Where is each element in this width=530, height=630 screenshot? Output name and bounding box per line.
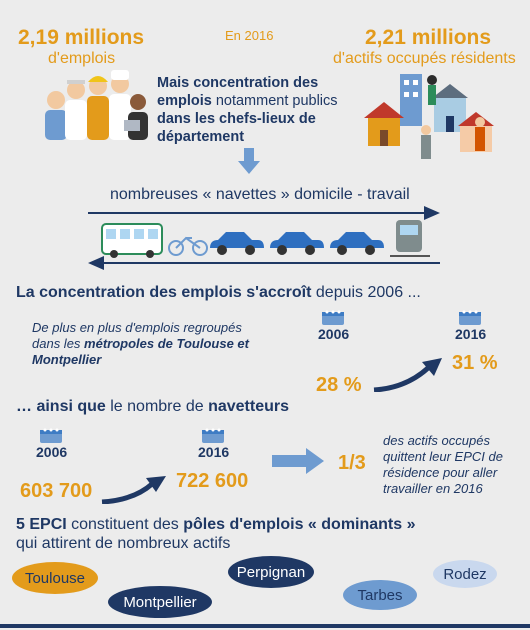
section3-title-line2: qui attirent de nombreux actifs	[16, 535, 231, 552]
residents-label: d'actifs occupés résidents	[333, 50, 516, 67]
section1-desc-bold: métropoles de Toulouse et Montpellier	[32, 336, 249, 367]
trend-arrow-icon	[101, 476, 166, 504]
residents-value: 2,21 millions	[365, 26, 492, 49]
section3-title-bold-1: 5 EPCI	[16, 516, 67, 533]
calendar-icon	[40, 428, 62, 443]
epci-tarbes: Tarbes	[343, 580, 417, 610]
residents-illustration	[364, 74, 494, 159]
houses-icon	[364, 74, 494, 159]
commute-arrow-right-icon	[88, 206, 440, 220]
section1-pct-from: 28 %	[316, 374, 362, 396]
bus-icon	[101, 223, 163, 258]
section2-title-bold-2: navetteurs	[208, 398, 289, 415]
concentration-normal: notamment publics	[211, 93, 338, 109]
car-icon-2	[270, 232, 324, 255]
workers-illustration	[45, 70, 148, 140]
calendar-icon	[202, 428, 224, 443]
section1-title-bold: La concentration des emplois s'accroît	[16, 284, 312, 301]
concentration-bold-1: Mais concentration des emplois	[157, 75, 319, 109]
section2-fraction-desc: des actifs occupés quittent leur EPCI de…	[383, 433, 503, 496]
down-arrow-icon	[238, 148, 260, 174]
section2-value-from: 603 700	[20, 480, 93, 502]
section1-pct-to: 31 %	[452, 352, 498, 374]
section3-title-bold-2: pôles d'emplois « dominants »	[183, 516, 416, 533]
section2-year-from: 2006	[36, 444, 68, 460]
section1-year-to: 2016	[455, 326, 487, 342]
worker-figures-icon	[45, 70, 148, 140]
section2-title-mid: le nombre de	[105, 398, 209, 415]
calendar-icon	[459, 310, 481, 325]
year-label: En 2016	[225, 28, 274, 43]
section1-title-rest: depuis 2006 ...	[311, 284, 421, 301]
car-icon-3	[330, 232, 384, 255]
section2-title-bold-1: … ainsi que	[16, 398, 106, 415]
vehicles-illustration	[101, 220, 430, 258]
section2-title: … ainsi que le nombre de navetteurs	[16, 398, 289, 416]
jobs-value: 2,19 millions	[18, 26, 145, 49]
jobs-label: d'emplois	[48, 50, 116, 67]
section2-year-to: 2016	[198, 444, 230, 460]
calendar-icon	[322, 310, 344, 325]
section1-year-from: 2006	[318, 326, 350, 342]
section3-title-mid: constituent des	[66, 516, 184, 533]
concentration-text: Mais concentration des emplois notamment…	[157, 74, 357, 146]
section2-value-to: 722 600	[176, 470, 249, 492]
section1-desc-prefix: De plus en plus d'emplois regroupés dans…	[32, 320, 242, 351]
epci-perpignan: Perpignan	[228, 556, 314, 588]
epci-toulouse: Toulouse	[12, 562, 98, 594]
car-icon-1	[210, 232, 264, 255]
section2-fraction: 1/3	[338, 452, 366, 474]
bottom-divider	[0, 624, 530, 628]
trend-arrow-icon	[373, 358, 442, 392]
concentration-bold-2: dans les chefs-lieux de département	[157, 111, 316, 145]
section1-title: La concentration des emplois s'accroît d…	[16, 284, 421, 302]
section1-desc: De plus en plus d'emplois regroupés dans…	[32, 320, 272, 368]
train-icon	[390, 220, 430, 257]
epci-rodez: Rodez	[433, 560, 497, 588]
commute-arrow-left-icon	[88, 256, 440, 270]
epci-montpellier: Montpellier	[108, 586, 212, 618]
commute-label: nombreuses « navettes » domicile - trava…	[110, 186, 410, 203]
section3-title: 5 EPCI constituent des pôles d'emplois «…	[16, 515, 416, 553]
bicycle-icon	[168, 236, 208, 256]
right-arrow-icon	[272, 448, 324, 474]
